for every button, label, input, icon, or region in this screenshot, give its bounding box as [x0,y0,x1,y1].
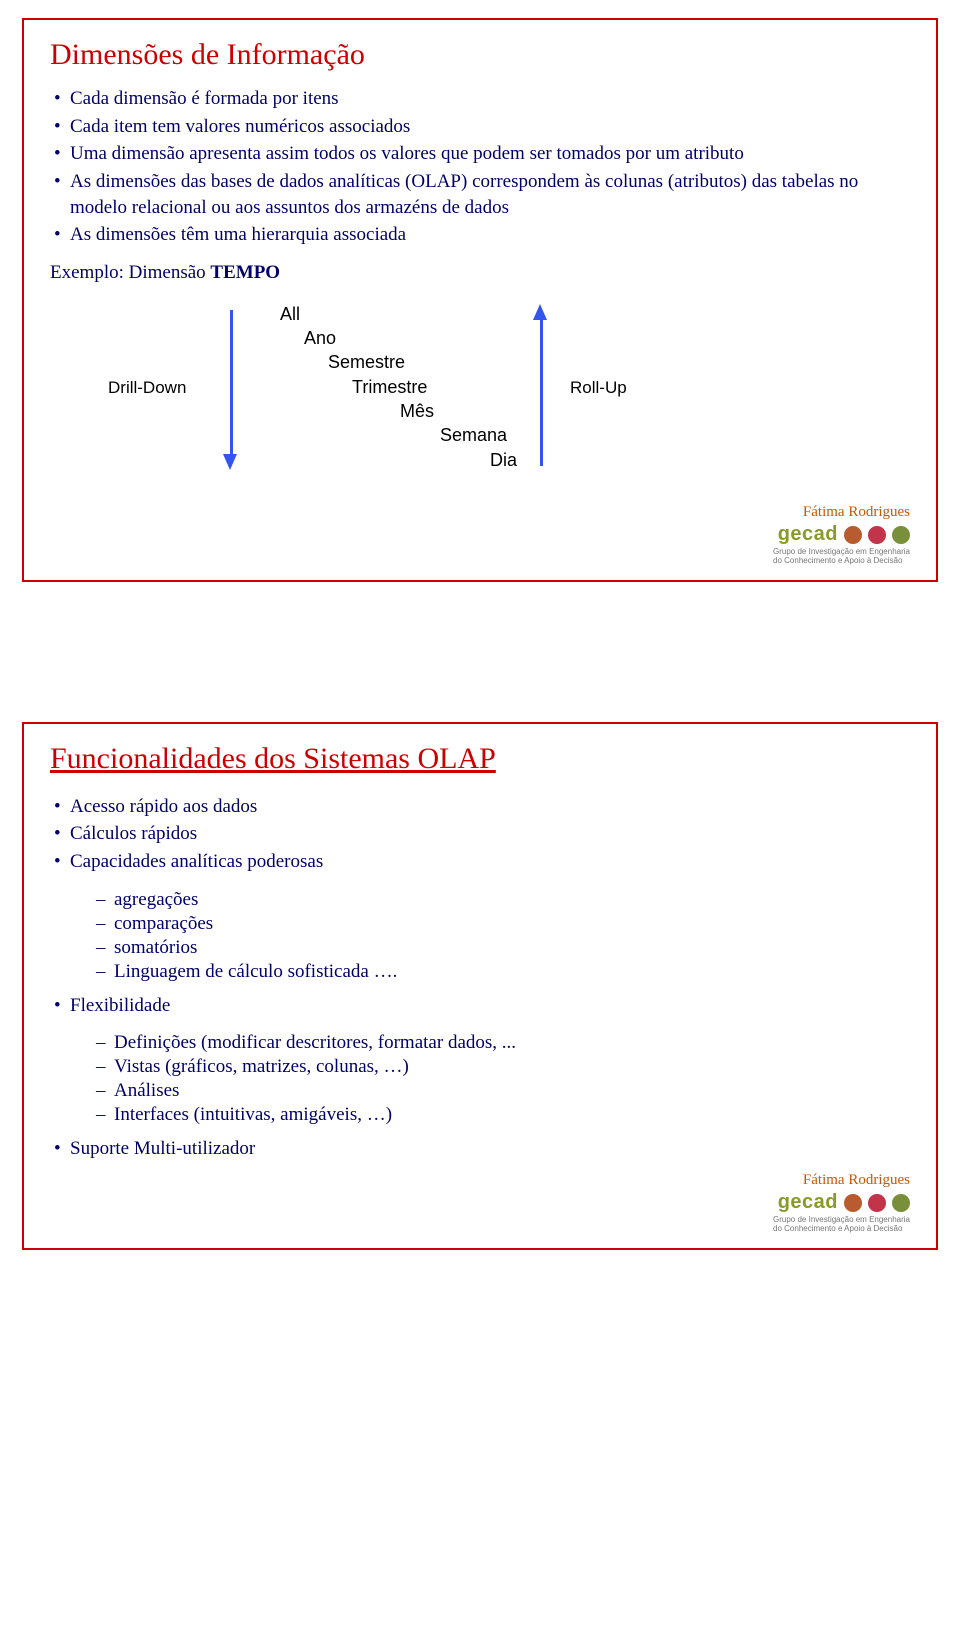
logo: gecad [778,523,910,546]
drill-down-arrow-line [230,310,233,456]
bullet-item: Capacidades analíticas poderosas [54,849,910,875]
logo-sub-line: do Conhecimento e Apoio à Decisão [773,557,910,566]
logo-dot-2 [868,526,886,544]
footer-right: Fátima Rodrigues gecad Grupo de Investig… [773,1172,910,1234]
bullet-item: Cada item tem valores numéricos associad… [54,114,910,140]
hier-level: Semana [440,423,517,447]
bullet-item: Cada dimensão é formada por itens [54,86,910,112]
sub-bullet-item: Definições (modificar descritores, forma… [96,1032,910,1054]
slide2-bullet-flex: Flexibilidade [50,993,910,1019]
hierarchy-levels: All Ano Semestre Trimestre Mês Semana Di… [280,302,517,472]
slide-1: Dimensões de Informação Cada dimensão é … [22,18,938,582]
example-prefix: Exemplo: Dimensão [50,262,210,283]
sub-bullet-item: agregações [96,889,910,911]
logo-sub-line: do Conhecimento e Apoio à Decisão [773,1225,910,1234]
slide1-title: Dimensões de Informação [50,38,910,72]
sub-bullet-item: Vistas (gráficos, matrizes, colunas, …) [96,1056,910,1078]
slide2-bullets-top: Acesso rápido aos dados Cálculos rápidos… [50,794,910,875]
logo-subtitle: Grupo de Investigação em Engenharia do C… [773,548,910,566]
hier-level: Trimestre [352,375,517,399]
bullet-item: Uma dimensão apresenta assim todos os va… [54,141,910,167]
sub-bullet-item: somatórios [96,937,910,959]
footer-right: Fátima Rodrigues gecad Grupo de Investig… [773,504,910,566]
slide2-title: Funcionalidades dos Sistemas OLAP [50,742,910,776]
logo-text: gecad [778,1191,838,1214]
logo: gecad [778,1191,910,1214]
author-name: Fátima Rodrigues [773,1172,910,1189]
roll-up-arrow-line [540,318,543,466]
logo-subtitle: Grupo de Investigação em Engenharia do C… [773,1216,910,1234]
logo-dot-3 [892,1194,910,1212]
logo-dot-1 [844,526,862,544]
logo-dot-3 [892,526,910,544]
sub-bullet-item: Linguagem de cálculo sofisticada …. [96,961,910,983]
sub-bullet-item: Análises [96,1080,910,1102]
roll-up-label: Roll-Up [570,378,627,398]
example-label: Exemplo: Dimensão TEMPO [50,262,910,284]
bullet-item: As dimensões têm uma hierarquia associad… [54,222,910,248]
slide2-bullet-last: Suporte Multi-utilizador [50,1136,910,1162]
drill-down-label: Drill-Down [108,378,186,398]
slide2-footer: Fátima Rodrigues gecad Grupo de Investig… [50,1176,910,1234]
bullet-item: Suporte Multi-utilizador [54,1136,910,1162]
hier-level: Mês [400,399,517,423]
logo-text: gecad [778,523,838,546]
slide2-sub-top: agregações comparações somatórios Lingua… [50,889,910,983]
hier-level: Dia [490,448,517,472]
author-name: Fátima Rodrigues [773,504,910,521]
slide1-bullets: Cada dimensão é formada por itens Cada i… [50,86,910,248]
bullet-item: Acesso rápido aos dados [54,794,910,820]
slide-2: Funcionalidades dos Sistemas OLAP Acesso… [22,722,938,1250]
sub-bullet-item: comparações [96,913,910,935]
drill-down-arrow-head [223,454,237,470]
sub-bullet-item: Interfaces (intuitivas, amigáveis, …) [96,1104,910,1126]
hier-level: Semestre [328,350,517,374]
bullet-item: Cálculos rápidos [54,821,910,847]
logo-dot-1 [844,1194,862,1212]
bullet-item: Flexibilidade [54,993,910,1019]
logo-dot-2 [868,1194,886,1212]
slide1-footer: Fátima Rodrigues gecad Grupo de Investig… [50,508,910,566]
slide2-sub-flex: Definições (modificar descritores, forma… [50,1032,910,1126]
hier-level: Ano [304,326,517,350]
example-bold: TEMPO [210,262,280,283]
hierarchy-diagram: Drill-Down Roll-Up All Ano Semestre Trim… [50,298,910,498]
bullet-item: As dimensões das bases de dados analític… [54,169,910,220]
hier-level: All [280,302,517,326]
